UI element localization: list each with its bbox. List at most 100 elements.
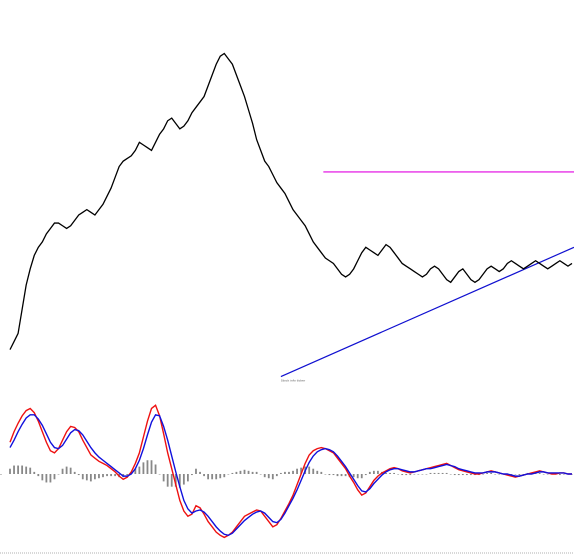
- histogram-bar: [389, 472, 391, 474]
- histogram-bar: [81, 474, 84, 480]
- histogram-bar: [138, 466, 141, 474]
- histogram-bar: [275, 474, 278, 477]
- histogram-bar: [490, 472, 493, 474]
- histogram-bar: [223, 474, 226, 478]
- histogram-bar: [453, 474, 456, 476]
- histogram-bar: [470, 474, 472, 476]
- indicator-slow-line: [9, 413, 572, 537]
- histogram-bar: [231, 472, 234, 474]
- histogram-bar: [279, 472, 282, 474]
- histogram-bar: [178, 474, 181, 488]
- histogram-bar: [154, 464, 157, 474]
- histogram-bar: [445, 472, 448, 474]
- histogram-bar: [49, 474, 52, 483]
- histogram-bar: [312, 468, 315, 474]
- histogram-bar: [364, 474, 367, 476]
- histogram-bar: [510, 474, 513, 475]
- histogram-bar: [441, 472, 444, 474]
- histogram-bar: [98, 474, 100, 479]
- histogram-bar: [300, 467, 303, 474]
- histogram-bar: [356, 474, 359, 479]
- histogram-bar: [33, 471, 36, 474]
- histogram-bar: [215, 474, 218, 480]
- histogram-bar: [421, 474, 424, 475]
- histogram-bar: [41, 474, 44, 481]
- histogram-bar: [170, 474, 173, 487]
- histogram-bar: [558, 474, 561, 476]
- histogram-bar: [271, 474, 274, 480]
- histogram-bar: [401, 474, 404, 476]
- histogram-bar: [219, 474, 222, 479]
- histogram-bar: [288, 471, 290, 474]
- histogram-bar: [182, 474, 185, 485]
- histogram-bar: [191, 474, 193, 476]
- histogram-bar: [162, 474, 165, 482]
- histogram-bar: [158, 474, 161, 475]
- histogram-bar: [308, 466, 311, 474]
- histogram-bar: [166, 474, 169, 487]
- histogram-bar: [449, 474, 452, 475]
- histogram-bar: [522, 474, 525, 475]
- histogram-bar: [37, 474, 40, 477]
- histogram-bar: [13, 465, 15, 474]
- trend-line: [280, 246, 574, 378]
- histogram-bar: [368, 471, 371, 474]
- histogram-bar: [397, 474, 400, 475]
- histogram-bar: [377, 470, 379, 474]
- histogram-bar: [45, 474, 48, 483]
- histogram-bar: [494, 474, 497, 475]
- histogram-bar: [186, 474, 189, 482]
- histogram-bar: [461, 474, 464, 476]
- histogram-bar: [518, 474, 521, 476]
- histogram-bar: [61, 468, 64, 474]
- histogram-bar: [73, 471, 76, 474]
- histogram-bar: [69, 467, 72, 474]
- histogram-bar: [207, 474, 210, 480]
- histogram-bar: [89, 474, 92, 482]
- histogram-bar: [251, 471, 254, 474]
- histogram-bar: [174, 474, 177, 487]
- histogram-bar: [563, 474, 565, 475]
- histogram-bar: [292, 470, 294, 474]
- chart-annotation: Stock info ticker: [281, 379, 306, 383]
- histogram-bar: [235, 471, 238, 474]
- histogram-bar: [243, 469, 246, 474]
- histogram-bar: [538, 472, 541, 474]
- price-line: [9, 52, 573, 350]
- histogram-bar: [425, 474, 428, 475]
- histogram-bar: [437, 472, 440, 474]
- histogram-bar: [393, 472, 396, 474]
- histogram-bar: [114, 474, 117, 477]
- histogram-bar: [255, 471, 258, 474]
- histogram-bar: [344, 474, 347, 477]
- histogram-bar: [482, 474, 484, 475]
- histogram-bar: [328, 474, 331, 476]
- histogram-bar: [29, 467, 32, 474]
- histogram-bar: [211, 474, 214, 480]
- histogram-bar: [77, 474, 80, 476]
- histogram-bar: [405, 474, 408, 476]
- histogram-bar: [316, 470, 319, 474]
- histogram-bar: [429, 472, 432, 474]
- histogram-bar: [142, 462, 145, 474]
- histogram-bar: [360, 474, 363, 479]
- histogram-bar: [9, 468, 11, 474]
- histogram-bar: [227, 474, 230, 475]
- histogram-bar: [65, 466, 68, 474]
- histogram-bar: [57, 474, 60, 475]
- histogram-bar: [413, 474, 416, 475]
- histogram-bar: [0, 474, 2, 475]
- histogram-bar: [247, 470, 250, 474]
- histogram-bar: [324, 474, 327, 475]
- indicator-fast-line: [9, 404, 572, 539]
- histogram-bar: [267, 474, 270, 479]
- histogram-bar: [102, 474, 104, 478]
- histogram-bar: [417, 474, 420, 475]
- histogram-bar: [457, 474, 460, 476]
- histogram-bar: [486, 472, 488, 474]
- histogram-bar: [25, 466, 28, 474]
- histogram-bar: [409, 474, 412, 476]
- histogram-bar: [110, 474, 112, 477]
